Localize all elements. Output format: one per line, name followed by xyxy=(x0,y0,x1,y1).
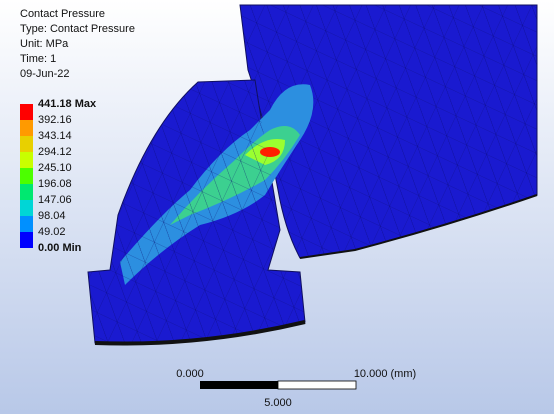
legend-swatch xyxy=(20,104,33,120)
legend-swatch xyxy=(20,168,33,184)
scale-end: 10.000 (mm) xyxy=(354,368,416,380)
legend-swatch xyxy=(20,184,33,200)
legend-swatch xyxy=(20,136,33,152)
header-line: Contact Pressure xyxy=(20,8,105,20)
legend-label: 98.04 xyxy=(38,210,66,222)
legend-label: 0.00 Min xyxy=(38,242,82,254)
scale-middle: 5.000 xyxy=(264,397,292,409)
legend-label: 147.06 xyxy=(38,194,72,206)
viewport: Contact Pressure Type: Contact Pressure Un… xyxy=(0,0,554,414)
legend-label: 245.10 xyxy=(38,162,72,174)
header-line: Unit: MPa xyxy=(20,38,69,50)
legend-label: 196.08 xyxy=(38,178,72,190)
scale-black xyxy=(200,381,278,389)
legend-swatch xyxy=(20,216,33,232)
scale-white xyxy=(278,381,356,389)
legend-swatch xyxy=(20,232,33,248)
header-line: Type: Contact Pressure xyxy=(20,23,135,35)
legend-label: 441.18 Max xyxy=(38,98,97,110)
legend-label: 343.14 xyxy=(38,130,72,142)
legend-label: 294.12 xyxy=(38,146,72,158)
legend-label: 49.02 xyxy=(38,226,66,238)
legend-swatch xyxy=(20,120,33,136)
legend-swatch xyxy=(20,200,33,216)
legend-swatch xyxy=(20,152,33,168)
header-line: 09-Jun-22 xyxy=(20,68,70,80)
legend-label: 392.16 xyxy=(38,114,72,126)
scale-start: 0.000 xyxy=(176,368,204,380)
header-line: Time: 1 xyxy=(20,53,56,65)
